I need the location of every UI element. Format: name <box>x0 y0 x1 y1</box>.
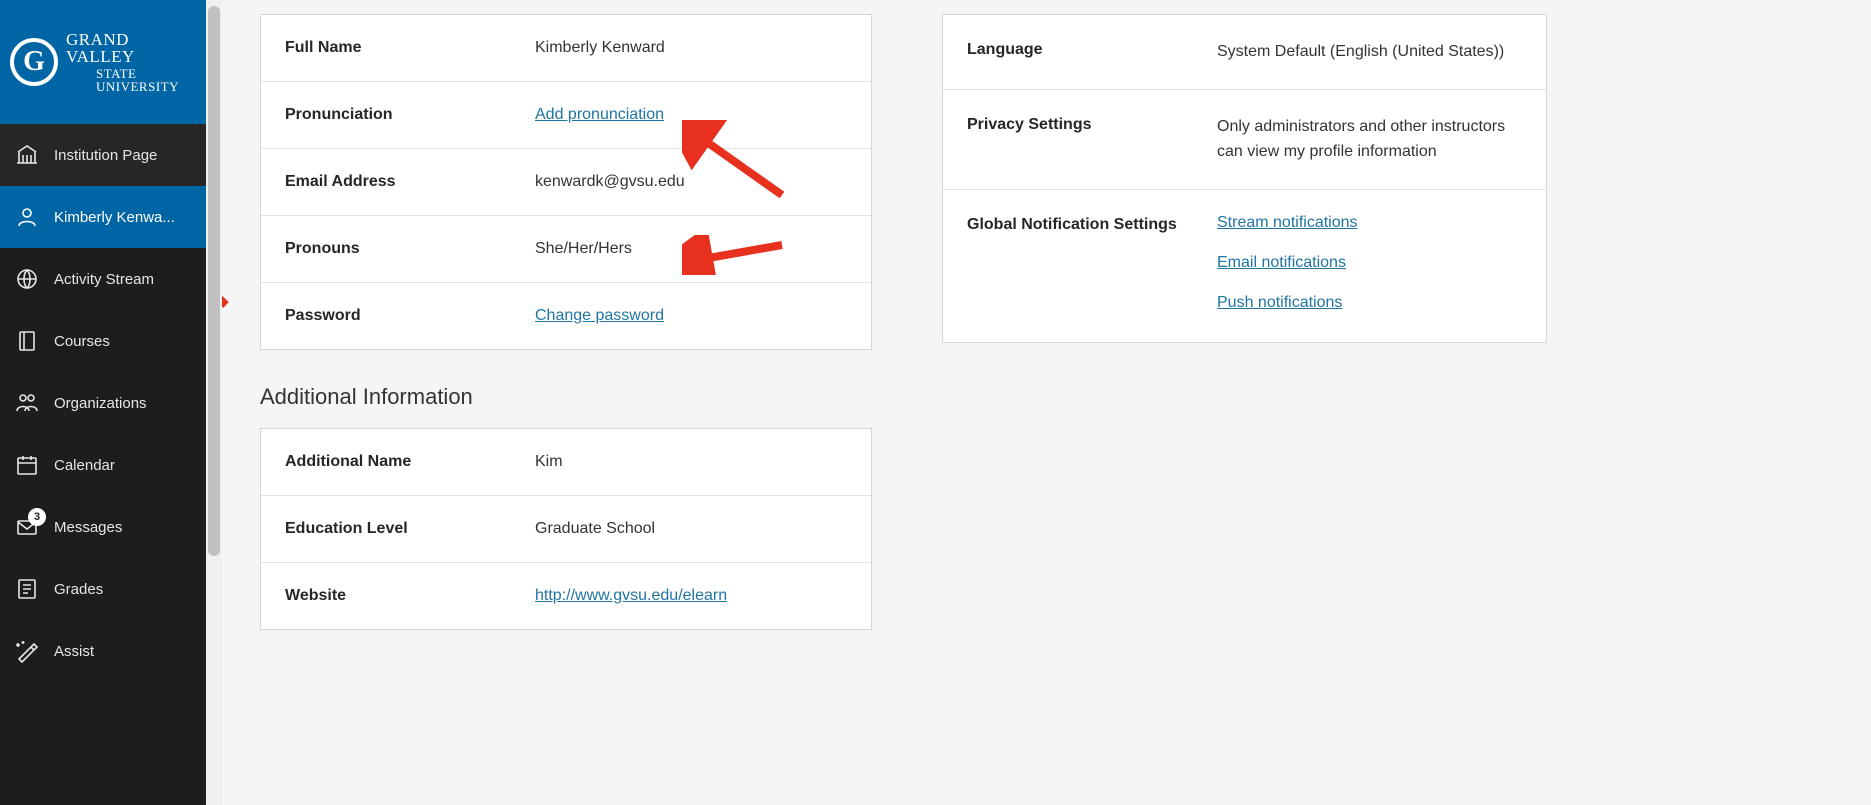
sidebar-item-courses[interactable]: Courses <box>0 310 206 372</box>
brand-logo[interactable]: G GRAND VALLEY STATE UNIVERSITY <box>0 0 206 124</box>
brand-line1: GRAND VALLEY <box>66 31 196 65</box>
sidebar: G GRAND VALLEY STATE UNIVERSITY Institut… <box>0 0 206 805</box>
basic-info-panel: Full Name Kimberly Kenward Pronunciation… <box>260 14 872 350</box>
row-value: Graduate School <box>535 520 655 538</box>
assist-icon <box>14 638 40 664</box>
row-label: Pronunciation <box>285 106 535 124</box>
row-label: Email Address <box>285 173 535 191</box>
sidebar-item-label: Assist <box>54 643 94 660</box>
sidebar-item-assist[interactable]: Assist <box>0 620 206 682</box>
profile-row-pronouns[interactable]: Pronouns She/Her/Hers <box>261 216 871 283</box>
sidebar-item-label: Kimberly Kenwa... <box>54 209 175 226</box>
calendar-icon <box>14 452 40 478</box>
row-label: Pronouns <box>285 240 535 258</box>
row-value: Kim <box>535 453 563 471</box>
row-value: System Default (English (United States)) <box>1217 39 1504 65</box>
left-column: Full Name Kimberly Kenward Pronunciation… <box>260 14 872 805</box>
sidebar-item-institution[interactable]: Institution Page <box>0 124 206 186</box>
sidebar-item-messages[interactable]: 3 Messages <box>0 496 206 558</box>
sidebar-item-label: Grades <box>54 581 103 598</box>
email-notifications-link[interactable]: Email notifications <box>1217 254 1358 272</box>
row-label: Full Name <box>285 39 535 57</box>
settings-row-notifications: Global Notification Settings Stream noti… <box>943 190 1546 342</box>
messages-badge: 3 <box>28 508 46 526</box>
profile-row-additional-name[interactable]: Additional Name Kim <box>261 429 871 496</box>
row-label: Education Level <box>285 520 535 538</box>
profile-row-education[interactable]: Education Level Graduate School <box>261 496 871 563</box>
row-label: Global Notification Settings <box>967 214 1217 234</box>
system-settings-panel: Language System Default (English (United… <box>942 14 1547 343</box>
profile-row-email[interactable]: Email Address kenwardk@gvsu.edu <box>261 149 871 216</box>
row-label: Additional Name <box>285 453 535 471</box>
row-value: She/Her/Hers <box>535 240 632 258</box>
sidebar-item-label: Courses <box>54 333 110 350</box>
change-password-link[interactable]: Change password <box>535 307 664 325</box>
globe-icon <box>14 266 40 292</box>
sidebar-item-label: Activity Stream <box>54 271 154 288</box>
sidebar-item-organizations[interactable]: Organizations <box>0 372 206 434</box>
settings-row-privacy[interactable]: Privacy Settings Only administrators and… <box>943 90 1546 190</box>
sidebar-item-label: Messages <box>54 519 122 536</box>
brand-glyph: G <box>23 46 45 78</box>
sidebar-item-grades[interactable]: Grades <box>0 558 206 620</box>
courses-icon <box>14 328 40 354</box>
sidebar-item-label: Organizations <box>54 395 147 412</box>
messages-icon: 3 <box>14 514 40 540</box>
push-notifications-link[interactable]: Push notifications <box>1217 294 1358 312</box>
brand-logo-text: GRAND VALLEY STATE UNIVERSITY <box>66 31 196 93</box>
institution-icon <box>14 142 40 168</box>
stream-notifications-link[interactable]: Stream notifications <box>1217 214 1358 232</box>
sidebar-item-activity[interactable]: Activity Stream <box>0 248 206 310</box>
brand-line2: STATE UNIVERSITY <box>66 67 196 93</box>
add-pronunciation-link[interactable]: Add pronunciation <box>535 106 664 124</box>
sidebar-item-profile[interactable]: Kimberly Kenwa... <box>0 186 206 248</box>
row-value: Only administrators and other instructor… <box>1217 114 1522 165</box>
row-value: kenwardk@gvsu.edu <box>535 173 685 191</box>
additional-info-heading: Additional Information <box>260 384 872 410</box>
row-label: Privacy Settings <box>967 114 1217 134</box>
brand-logo-mark: G <box>10 38 58 86</box>
notification-links: Stream notifications Email notifications… <box>1217 214 1358 312</box>
right-column: Language System Default (English (United… <box>942 14 1547 805</box>
row-label: Website <box>285 587 535 605</box>
profile-row-pronunciation[interactable]: Pronunciation Add pronunciation <box>261 82 871 149</box>
main-content: Full Name Kimberly Kenward Pronunciation… <box>222 0 1871 805</box>
sidebar-item-label: Institution Page <box>54 147 157 164</box>
row-label: Password <box>285 307 535 325</box>
profile-row-fullname[interactable]: Full Name Kimberly Kenward <box>261 15 871 82</box>
settings-row-language[interactable]: Language System Default (English (United… <box>943 15 1546 90</box>
scrollbar-thumb[interactable] <box>208 6 220 556</box>
profile-row-password[interactable]: Password Change password <box>261 283 871 349</box>
row-label: Language <box>967 39 1217 59</box>
content-scrollbar[interactable] <box>206 0 222 805</box>
row-value: Kimberly Kenward <box>535 39 665 57</box>
person-icon <box>14 204 40 230</box>
annotation-arrow-3 <box>222 210 236 320</box>
grades-icon <box>14 576 40 602</box>
additional-info-panel: Additional Name Kim Education Level Grad… <box>260 428 872 630</box>
sidebar-item-calendar[interactable]: Calendar <box>0 434 206 496</box>
sidebar-item-label: Calendar <box>54 457 115 474</box>
profile-row-website[interactable]: Website http://www.gvsu.edu/elearn <box>261 563 871 629</box>
organizations-icon <box>14 390 40 416</box>
website-link[interactable]: http://www.gvsu.edu/elearn <box>535 587 727 605</box>
